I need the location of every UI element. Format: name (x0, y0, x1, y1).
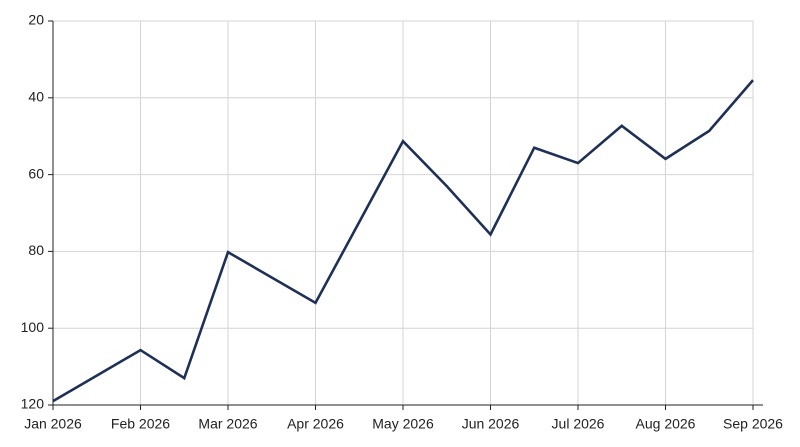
y-tick-label: 120 (21, 396, 45, 412)
y-tick-label: 100 (21, 319, 45, 335)
x-tick-label: Aug 2026 (636, 416, 696, 432)
x-tick-label: Sep 2026 (723, 416, 783, 432)
y-tick-label: 20 (28, 12, 44, 28)
x-tick-label: Jun 2026 (462, 416, 520, 432)
y-tick-label: 40 (28, 89, 44, 105)
y-tick-label: 60 (28, 165, 44, 181)
x-tick-label: Jul 2026 (552, 416, 605, 432)
x-tick-label: Jan 2026 (24, 416, 82, 432)
y-tick-label: 80 (28, 242, 44, 258)
x-tick-label: May 2026 (372, 416, 434, 432)
x-tick-label: Mar 2026 (198, 416, 257, 432)
grid (52, 20, 754, 406)
line (52, 79, 754, 403)
x-tick-label: Feb 2026 (111, 416, 170, 432)
x-tick-label: Apr 2026 (287, 416, 344, 432)
